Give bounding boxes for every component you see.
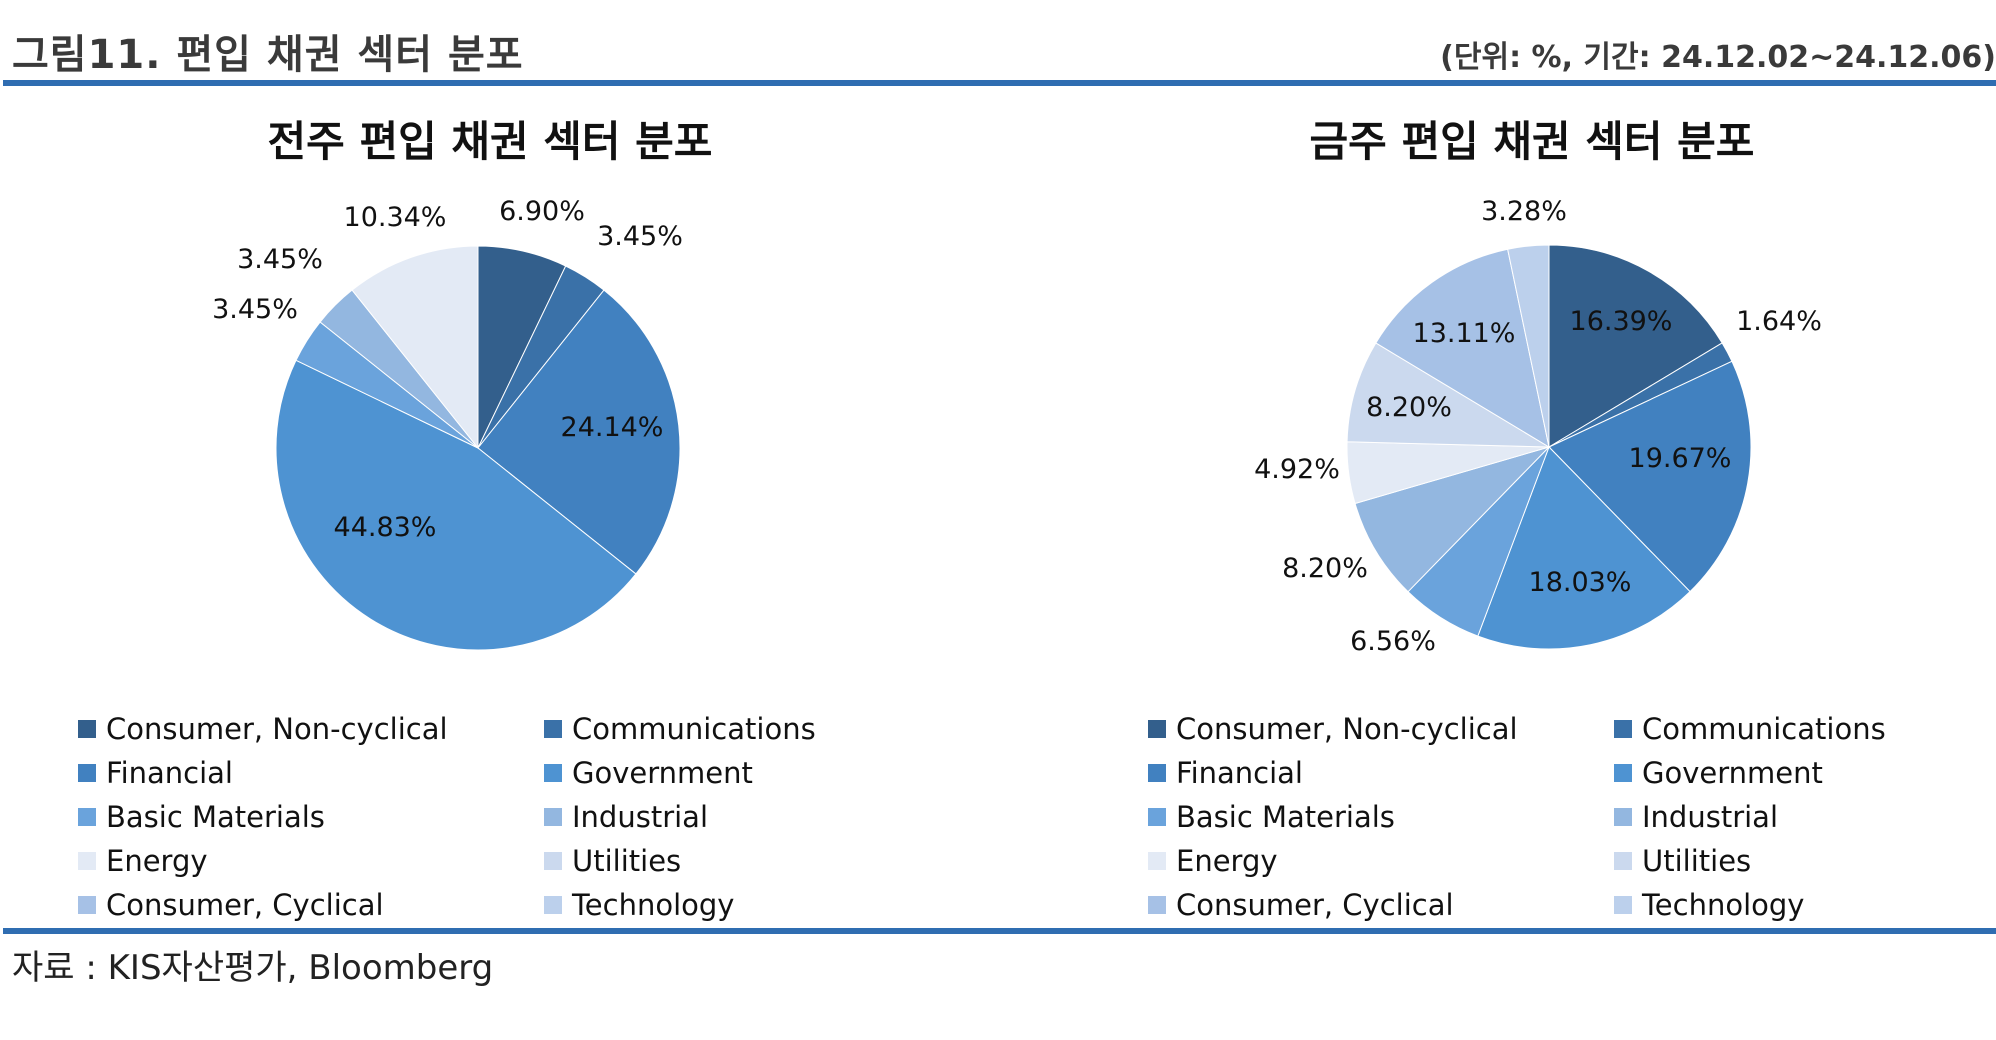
- legend-label: Communications: [572, 712, 816, 746]
- data-label-curr-basic-materials: 6.56%: [1350, 626, 1436, 657]
- legend-swatch: [544, 720, 562, 738]
- legend-label: Consumer, Non-cyclical: [1176, 712, 1518, 746]
- legend-item-communications: Communications: [544, 710, 1010, 748]
- data-label-curr-government: 18.03%: [1529, 567, 1632, 598]
- data-label-curr-consumer-non-cyclical: 16.39%: [1570, 306, 1673, 337]
- legend-swatch: [1614, 896, 1632, 914]
- source-note: 자료 : KIS자산평가, Bloomberg: [12, 948, 494, 988]
- data-label-curr-financial: 19.67%: [1629, 443, 1732, 474]
- legend-label: Consumer, Non-cyclical: [106, 712, 448, 746]
- legend-item-communications: Communications: [1614, 710, 1996, 748]
- pie-slice-curr-utilities: [1346, 342, 1551, 448]
- legend-label: Financial: [1176, 756, 1303, 790]
- pie-slice-curr-financial: [1548, 360, 1752, 593]
- legend-item-basic-materials: Basic Materials: [78, 798, 544, 836]
- data-label-curr-communications: 1.64%: [1736, 306, 1822, 337]
- legend-swatch: [1614, 720, 1632, 738]
- legend-item-industrial: Industrial: [544, 798, 1010, 836]
- legend-item-energy: Energy: [78, 842, 544, 880]
- legend-swatch: [78, 720, 96, 738]
- pie-slice-curr-consumer-cyclical: [1375, 248, 1550, 449]
- data-label-prev-financial: 24.14%: [561, 412, 664, 443]
- legend-swatch: [544, 808, 562, 826]
- data-label-prev-communications: 3.45%: [597, 221, 683, 252]
- legend-item-consumer-non-cyclical: Consumer, Non-cyclical: [1148, 710, 1614, 748]
- legend-swatch: [544, 764, 562, 782]
- legend-label: Technology: [1642, 888, 1805, 922]
- legend-item-energy: Energy: [1148, 842, 1614, 880]
- data-label-prev-energy: 10.34%: [344, 202, 447, 233]
- legend-item-technology: Technology: [1614, 886, 1996, 924]
- bottom-divider: [3, 928, 1996, 934]
- data-label-prev-industrial: 3.45%: [237, 244, 323, 275]
- legend-current-week: Consumer, Non-cyclical Communications Fina…: [1148, 710, 1996, 924]
- legend-swatch: [1148, 720, 1166, 738]
- pie-slice-curr-consumer-non-cyclical: [1548, 244, 1723, 448]
- legend-item-technology: Technology: [544, 886, 1010, 924]
- legend-item-consumer-cyclical: Consumer, Cyclical: [1148, 886, 1614, 924]
- unit-note: (단위: %, 기간: 24.12.02~24.12.06): [1440, 40, 1996, 75]
- legend-swatch: [78, 764, 96, 782]
- legend-item-consumer-non-cyclical: Consumer, Non-cyclical: [78, 710, 544, 748]
- data-label-curr-technology: 3.28%: [1481, 196, 1567, 227]
- data-label-curr-industrial: 8.20%: [1282, 553, 1368, 584]
- pie-slice-prev-energy: [351, 245, 479, 450]
- legend-swatch: [1614, 808, 1632, 826]
- data-label-curr-consumer-cyclical: 13.11%: [1413, 318, 1516, 349]
- chart-title-current-week: 금주 편입 채권 섹터 분포: [1309, 117, 1755, 166]
- legend-previous-week: Consumer, Non-cyclical Communications Fina…: [78, 710, 1008, 924]
- legend-item-financial: Financial: [1148, 754, 1614, 792]
- legend-swatch: [1614, 852, 1632, 870]
- legend-item-consumer-cyclical: Consumer, Cyclical: [78, 886, 544, 924]
- top-divider: [3, 80, 1996, 86]
- data-label-curr-utilities: 8.20%: [1366, 392, 1452, 423]
- legend-label: Consumer, Cyclical: [106, 888, 384, 922]
- legend-label: Energy: [1176, 844, 1278, 878]
- legend-swatch: [1614, 764, 1632, 782]
- legend-label: Government: [572, 756, 753, 790]
- legend-label: Technology: [572, 888, 735, 922]
- legend-swatch: [1148, 764, 1166, 782]
- legend-label: Consumer, Cyclical: [1176, 888, 1454, 922]
- legend-label: Financial: [106, 756, 233, 790]
- legend-item-basic-materials: Basic Materials: [1148, 798, 1614, 836]
- data-label-curr-energy: 4.92%: [1254, 454, 1340, 485]
- figure-title: 그림11. 편입 채권 섹터 분포: [12, 32, 524, 78]
- legend-item-utilities: Utilities: [544, 842, 1010, 880]
- legend-item-government: Government: [544, 754, 1010, 792]
- legend-label: Basic Materials: [106, 800, 325, 834]
- legend-swatch: [78, 896, 96, 914]
- chart-title-previous-week: 전주 편입 채권 섹터 분포: [267, 117, 713, 166]
- pie-slice-curr-government: [1477, 446, 1691, 650]
- legend-item-industrial: Industrial: [1614, 798, 1996, 836]
- pie-slice-prev-government: [275, 359, 637, 651]
- data-label-prev-government: 44.83%: [334, 512, 437, 543]
- pie-slice-prev-financial: [477, 289, 681, 575]
- data-label-prev-consumer-non-cyclical: 6.90%: [499, 196, 585, 227]
- legend-label: Communications: [1642, 712, 1886, 746]
- legend-item-utilities: Utilities: [1614, 842, 1996, 880]
- legend-label: Industrial: [572, 800, 709, 834]
- legend-swatch: [1148, 852, 1166, 870]
- data-label-prev-basic-materials: 3.45%: [212, 294, 298, 325]
- legend-swatch: [544, 852, 562, 870]
- legend-item-financial: Financial: [78, 754, 544, 792]
- legend-label: Basic Materials: [1176, 800, 1395, 834]
- legend-label: Energy: [106, 844, 208, 878]
- pie-slice-curr-technology: [1507, 244, 1550, 448]
- legend-label: Utilities: [1642, 844, 1752, 878]
- legend-label: Government: [1642, 756, 1823, 790]
- legend-swatch: [78, 852, 96, 870]
- legend-swatch: [544, 896, 562, 914]
- pie-charts: 6.90% 3.45% 24.14% 44.83% 3.45% 3.45% 10.34% 16…: [212, 196, 1822, 657]
- pie-slice-curr-industrial: [1354, 445, 1551, 593]
- legend-item-government: Government: [1614, 754, 1996, 792]
- legend-swatch: [1148, 896, 1166, 914]
- legend-swatch: [78, 808, 96, 826]
- legend-label: Industrial: [1642, 800, 1779, 834]
- legend-label: Utilities: [572, 844, 682, 878]
- legend-swatch: [1148, 808, 1166, 826]
